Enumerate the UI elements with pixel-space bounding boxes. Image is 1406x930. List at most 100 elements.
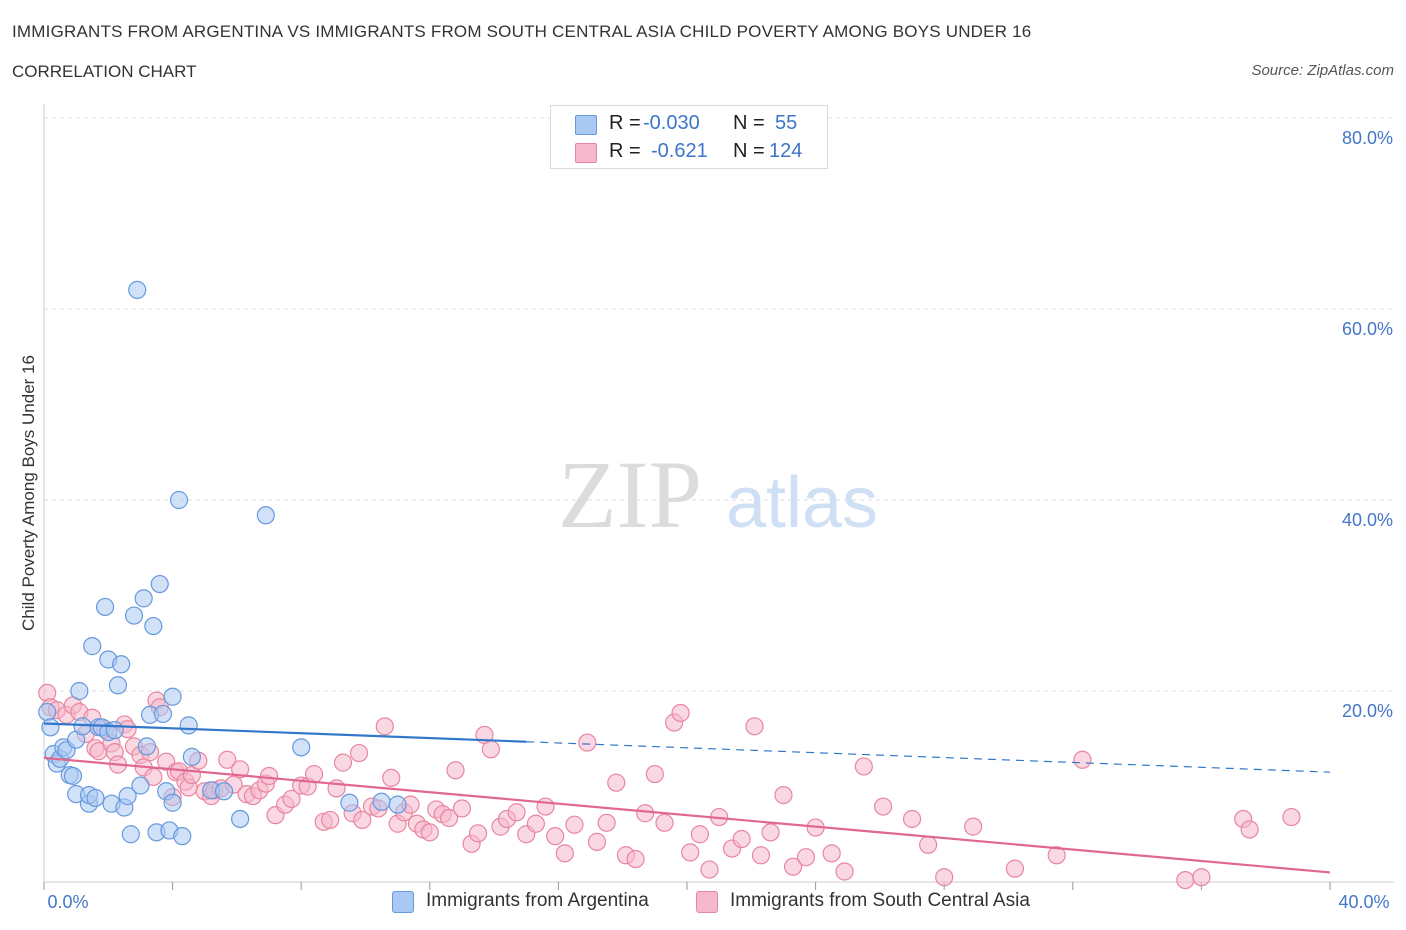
watermark-zip: ZIP (558, 441, 702, 548)
data-point-argentina (128, 280, 147, 299)
trend-line-argentina (43, 722, 527, 743)
data-point-argentina (150, 574, 169, 594)
data-point-south-central-asia (259, 766, 279, 786)
legend-r-label: R = (609, 112, 641, 134)
data-point-argentina (137, 737, 156, 756)
data-point-south-central-asia (745, 717, 764, 736)
data-point-south-central-asia (761, 823, 780, 842)
data-point-south-central-asia (353, 810, 372, 830)
trend-line-argentina-extension (526, 741, 1331, 773)
data-point-south-central-asia (382, 768, 401, 788)
data-point-south-central-asia (626, 849, 645, 869)
watermark-atlas: atlas (726, 463, 878, 543)
legend-n-label: N = (733, 140, 765, 162)
legend-swatch-pink (575, 143, 597, 163)
data-point-south-central-asia (1192, 868, 1211, 887)
trend-lines (43, 722, 1331, 874)
y-tick-label: 40.0% (1342, 510, 1393, 530)
data-point-south-central-asia (546, 827, 565, 846)
chart-subtitle: CORRELATION CHART (12, 62, 197, 81)
data-point-argentina (124, 606, 144, 625)
chart-title: IMMIGRANTS FROM ARGENTINA VS IMMIGRANTS … (12, 22, 1032, 41)
data-point-south-central-asia (1240, 820, 1259, 839)
stats-legend: R = -0.030 N = 55 R = -0.621 N = 124 (550, 105, 828, 169)
data-point-south-central-asia (321, 810, 340, 830)
trend-line-south-central-asia (43, 756, 1331, 874)
y-tick-label: 80.0% (1342, 128, 1393, 148)
bottom-legend-label: Immigrants from South Central Asia (730, 890, 1030, 911)
data-point-argentina (134, 589, 153, 608)
bottom-legend-label: Immigrants from Argentina (426, 890, 649, 911)
data-point-south-central-asia (439, 808, 459, 828)
data-point-argentina (182, 747, 201, 766)
data-point-south-central-asia (304, 764, 324, 784)
data-point-south-central-asia (822, 844, 841, 863)
data-point-south-central-asia (597, 813, 616, 832)
data-point-south-central-asia (655, 813, 674, 832)
data-point-south-central-asia (536, 797, 555, 816)
data-point-argentina (41, 718, 60, 737)
data-point-south-central-asia (835, 862, 854, 881)
data-point-argentina (340, 793, 359, 812)
bottom-legend-swatch-blue (392, 891, 414, 913)
data-point-south-central-asia (874, 797, 893, 816)
y-tick-labels: 20.0% 40.0% 60.0% 80.0% (1342, 128, 1393, 721)
data-point-south-central-asia (783, 857, 803, 876)
data-point-south-central-asia (218, 750, 237, 769)
data-point-argentina (108, 676, 128, 695)
data-point-south-central-asia (964, 817, 983, 836)
legend-n-label: N = (733, 112, 765, 134)
legend-r-value: -0.030 (643, 112, 700, 134)
data-point-south-central-asia (1047, 846, 1066, 865)
data-point-south-central-asia (935, 868, 954, 887)
x-tick-label-min: 0.0% (47, 892, 88, 912)
data-point-south-central-asia (587, 832, 607, 851)
data-point-south-central-asia (919, 835, 938, 854)
data-point-south-central-asia (690, 825, 709, 844)
data-point-south-central-asia (1073, 750, 1092, 769)
data-point-south-central-asia (854, 757, 873, 776)
data-point-argentina (256, 506, 275, 525)
y-tick-label: 20.0% (1342, 701, 1393, 721)
y-axis-label: Child Poverty Among Boys Under 16 (19, 355, 38, 631)
data-point-south-central-asia (1176, 870, 1195, 890)
data-point-argentina (112, 655, 131, 674)
legend-n-value: 55 (775, 112, 798, 134)
gridlines (44, 117, 1394, 692)
data-point-argentina (86, 788, 105, 808)
data-point-south-central-asia (902, 809, 922, 829)
bottom-legend-swatch-pink (696, 891, 718, 913)
data-point-argentina (173, 827, 192, 846)
legend-n-value: 124 (769, 140, 803, 162)
data-point-south-central-asia (774, 785, 793, 805)
data-point-south-central-asia (375, 717, 394, 736)
data-point-argentina (63, 766, 83, 786)
data-point-south-central-asia (333, 753, 353, 772)
data-point-south-central-asia (507, 803, 526, 822)
data-point-south-central-asia (700, 860, 719, 879)
data-point-argentina (70, 681, 89, 701)
data-point-argentina (163, 687, 182, 706)
data-point-south-central-asia (446, 761, 465, 780)
data-point-south-central-asia (636, 804, 655, 823)
data-point-argentina (105, 721, 124, 740)
data-point-south-central-asia (751, 846, 771, 865)
y-tick-label: 60.0% (1342, 319, 1393, 339)
data-point-south-central-asia (526, 814, 545, 833)
data-point-south-central-asia (607, 773, 626, 792)
data-point-argentina (95, 597, 115, 617)
data-point-argentina (388, 795, 407, 814)
series-argentina (38, 280, 407, 846)
x-tick-label-max: 40.0% (1338, 892, 1389, 912)
data-point-argentina (131, 776, 150, 795)
data-point-argentina (121, 825, 140, 844)
data-point-south-central-asia (671, 703, 690, 723)
data-point-argentina (214, 782, 234, 801)
source-label: Source: ZipAtlas.com (1251, 62, 1394, 79)
data-point-argentina (38, 702, 57, 722)
data-point-south-central-asia (645, 764, 664, 784)
data-point-argentina (83, 637, 102, 656)
data-point-south-central-asia (231, 760, 250, 779)
data-point-south-central-asia (681, 843, 700, 862)
